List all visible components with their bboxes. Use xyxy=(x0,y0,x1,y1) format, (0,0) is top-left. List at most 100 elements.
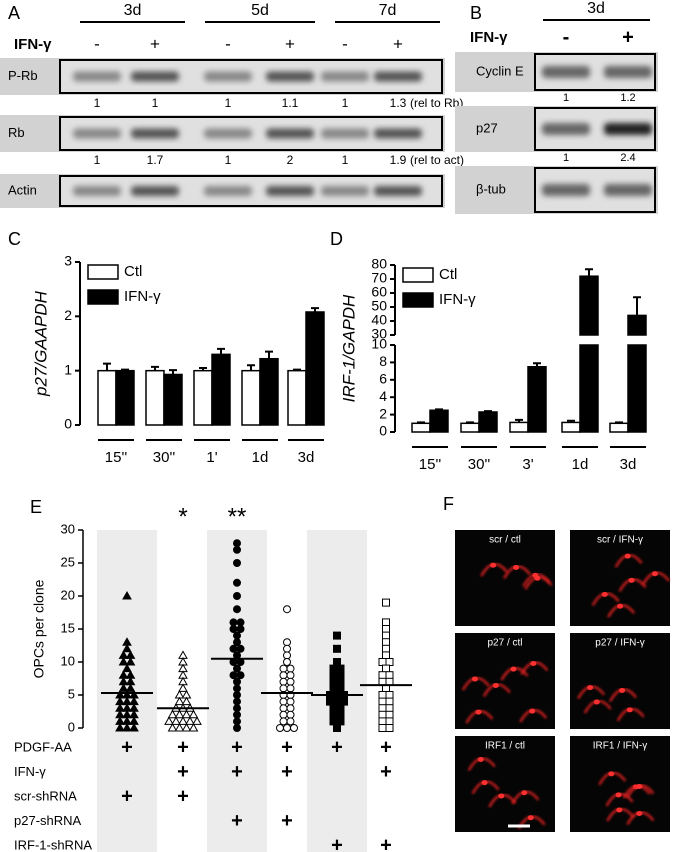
data-point xyxy=(181,696,192,706)
condition-label: IRF-1-shRNA xyxy=(14,837,92,852)
y-tick-label: 50 xyxy=(371,298,387,314)
quantification: 1 xyxy=(563,152,569,164)
data-point xyxy=(336,717,345,726)
data-point xyxy=(122,722,132,732)
cell-body xyxy=(475,709,482,715)
micrograph xyxy=(455,633,555,729)
data-point xyxy=(286,697,295,706)
quantification: 1 xyxy=(225,153,232,167)
y-tick-label: 8 xyxy=(379,353,387,369)
data-point xyxy=(326,697,334,706)
data-point xyxy=(233,592,241,600)
data-point xyxy=(233,605,241,614)
bar xyxy=(305,311,325,426)
quantification: 1 xyxy=(342,153,349,167)
blot-label: β-tub xyxy=(476,181,506,196)
data-point xyxy=(122,663,132,673)
blot-band xyxy=(542,66,590,78)
data-point xyxy=(283,644,291,653)
quantification: 2.4 xyxy=(620,152,635,164)
bar xyxy=(527,366,547,433)
treatment-label: IFN-γ xyxy=(14,36,52,53)
blot-band xyxy=(321,186,369,196)
quantification: 1 xyxy=(94,96,101,110)
quantification: 1 xyxy=(342,96,349,110)
panel-label: D xyxy=(330,229,343,249)
error-bar xyxy=(515,418,523,423)
data-point xyxy=(233,684,241,693)
data-point xyxy=(233,717,241,726)
data-point xyxy=(286,704,295,713)
error-bar xyxy=(615,421,623,424)
data-point xyxy=(178,683,188,692)
data-point xyxy=(333,697,341,706)
data-point xyxy=(233,677,241,686)
data-point xyxy=(290,724,298,732)
image-label: p27 / ctl xyxy=(487,638,522,649)
legend-label: IFN-γ xyxy=(124,288,161,305)
panel-label: A xyxy=(8,3,20,23)
legend-label: Ctl xyxy=(439,266,457,283)
quantification: 1 xyxy=(94,153,101,167)
cell-body xyxy=(601,591,608,597)
timepoint-label: 5d xyxy=(251,2,269,19)
data-point xyxy=(385,724,394,732)
blot-label: Actin xyxy=(8,182,37,197)
data-point xyxy=(229,644,238,653)
error-bar xyxy=(121,368,129,371)
data-point xyxy=(382,651,390,660)
y-tick-label: 40 xyxy=(371,312,387,328)
data-point xyxy=(188,709,199,719)
blot-band xyxy=(131,71,179,82)
bar xyxy=(163,373,183,426)
data-point xyxy=(336,684,345,693)
condition-mark: + xyxy=(281,736,293,758)
cell-body xyxy=(490,562,497,568)
y-tick-label: 10 xyxy=(61,653,75,668)
data-point xyxy=(283,651,291,660)
cell-body xyxy=(616,807,623,813)
data-point xyxy=(233,697,241,706)
data-point xyxy=(236,618,245,627)
bar xyxy=(561,421,581,433)
error-bar xyxy=(293,368,301,371)
error-bar xyxy=(169,369,177,375)
cell-body xyxy=(626,707,633,713)
data-point xyxy=(122,590,132,600)
data-point xyxy=(236,625,245,633)
data-point xyxy=(382,638,390,647)
cell-body xyxy=(617,603,624,609)
cell-body xyxy=(521,790,528,796)
quantification: 1.3 xyxy=(390,96,407,110)
data-point xyxy=(378,671,387,680)
bar xyxy=(145,369,165,426)
cell-body xyxy=(619,688,626,694)
bar xyxy=(97,369,117,426)
data-point xyxy=(233,539,241,548)
error-bar xyxy=(466,421,474,424)
timepoint-label: 3d xyxy=(587,0,605,17)
panel-label: B xyxy=(470,3,482,23)
y-tick-label: 2 xyxy=(379,405,387,421)
data-point xyxy=(125,656,136,666)
y-tick-label: 80 xyxy=(371,256,387,272)
y-tick-label: 20 xyxy=(61,587,75,602)
error-bar xyxy=(199,366,207,371)
data-point xyxy=(329,710,338,719)
error-bar xyxy=(533,362,541,367)
data-point xyxy=(378,710,387,719)
condition-mark: + xyxy=(331,834,343,852)
data-point xyxy=(336,671,345,680)
blot-label: Rb xyxy=(8,125,25,140)
cell-body xyxy=(608,771,615,777)
quantification: 1 xyxy=(225,96,232,110)
data-point xyxy=(188,722,199,732)
blot-band xyxy=(604,123,652,135)
data-point xyxy=(233,545,241,554)
data-point xyxy=(115,722,125,732)
quantification-note: (rel to Rb) xyxy=(410,96,463,110)
condition-mark: + xyxy=(380,761,392,783)
blot-band xyxy=(131,128,179,139)
bar xyxy=(193,369,213,426)
legend-label: IFN-γ xyxy=(439,291,476,308)
